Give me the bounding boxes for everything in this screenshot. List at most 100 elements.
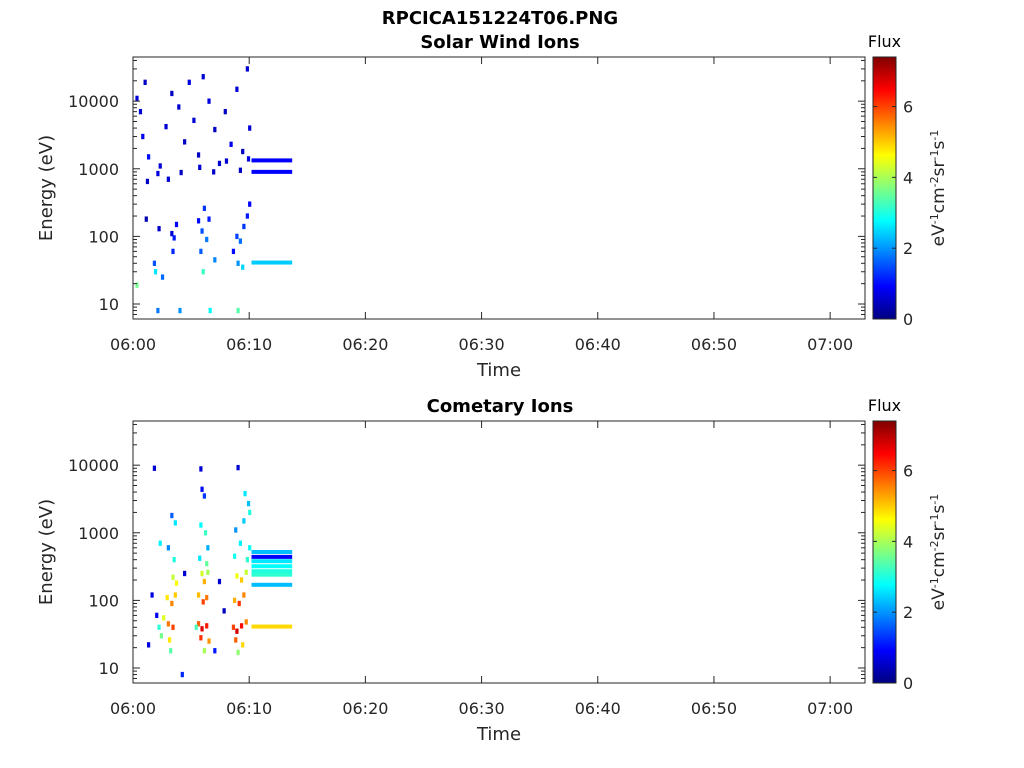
spectrogram-cell [152, 260, 157, 266]
x-axis-label: Time [476, 724, 521, 745]
spectrogram-cell [196, 152, 201, 158]
spectrogram-cell [155, 612, 159, 619]
spectrogram-cell [202, 648, 206, 654]
energy-band-line [251, 169, 293, 174]
spectrogram-cell [135, 95, 139, 102]
solar-wind-ions-panel: 06:00 06:10 06:20 06:30 06:40 06:50 07:00 10 100… [36, 32, 949, 381]
axes-frame [132, 420, 866, 684]
spectrogram-cell [199, 466, 203, 472]
x-tick-label: 06:20 [342, 335, 388, 354]
spectrogram-cell [245, 557, 249, 563]
spectrogram-cell [222, 608, 226, 614]
colorbar-tick-label: 4 [903, 532, 913, 551]
spectrogram-cell [157, 624, 161, 630]
energy-band-line [251, 572, 293, 577]
colorbar-tick-label: 6 [903, 98, 913, 117]
spectrogram-cell [162, 615, 166, 621]
spectrogram-cell [248, 545, 252, 551]
spectrogram-cell [158, 163, 162, 169]
colorbar-label: eV-1cm-2sr-1s-1 [928, 130, 950, 247]
spectrogram-cell [183, 139, 187, 145]
spectrogram-cell [171, 248, 175, 255]
spectrogram-cell [157, 226, 161, 232]
spectrogram-cell [238, 238, 242, 244]
y-tick-label: 10 [99, 295, 119, 314]
spectrogram-cell [234, 527, 238, 533]
spectrogram-cell [166, 176, 170, 182]
spectrogram-cell [248, 509, 252, 516]
spectrogram-cell [156, 170, 160, 177]
panel-title: Solar Wind Ions [420, 32, 579, 53]
energy-band-line [251, 559, 293, 564]
spectrogram-cell [213, 126, 217, 133]
x-tick-label: 06:30 [459, 699, 505, 718]
spectrogram-cell [200, 570, 204, 577]
colorbar-tick-label: 2 [903, 603, 913, 622]
spectrogram-cell [239, 623, 244, 629]
spectrogram-cell [200, 486, 204, 492]
colorbar-tick-label: 6 [903, 462, 913, 481]
colorbar [872, 420, 897, 684]
spectrogram-cell [198, 164, 202, 171]
spectrogram-cell [158, 540, 162, 546]
spectrogram-cell [224, 158, 229, 164]
spectrogram-cell [243, 490, 247, 497]
spectrogram-cell [213, 648, 217, 654]
y-tick-label: 10000 [68, 92, 119, 111]
spectrogram-cell [180, 671, 184, 678]
spectrogram-cell [159, 633, 163, 639]
spectrogram-cell [165, 594, 169, 601]
spectrogram-cell [238, 167, 242, 173]
spectrogram-cell [173, 592, 177, 598]
spectrogram-cell [208, 307, 212, 314]
spectrogram-cell [199, 635, 203, 641]
spectrogram-cell [160, 274, 165, 280]
spectrogram-cell [239, 577, 244, 583]
colorbar-title: Flux [868, 32, 901, 51]
spectrogram-cell [203, 530, 208, 536]
spectrogram-cell [166, 621, 170, 627]
spectrogram-cell [187, 79, 191, 85]
cometary-ions-panel: 06:00 06:10 06:20 06:30 06:40 06:50 07:00 10 100… [36, 396, 949, 745]
spectrogram-cell [238, 540, 242, 546]
spectrogram-cell [246, 156, 251, 162]
spectrogram-cell [245, 66, 249, 72]
spectrogram-cell [194, 624, 198, 630]
spectrogram-cell [196, 592, 201, 598]
spectrogram-cell [192, 117, 196, 124]
x-tick-label: 07:00 [807, 335, 853, 354]
colorbar-tick-label: 0 [903, 310, 913, 329]
colorbar-title: Flux [868, 396, 901, 415]
spectrogram-cell [213, 257, 217, 263]
spectrogram-cell [174, 580, 179, 586]
x-tick-label: 06:50 [691, 335, 737, 354]
spectrogram-cells [135, 66, 293, 314]
spectrogram-cell [202, 493, 206, 499]
energy-band-line [251, 569, 293, 574]
spectrogram-cell [200, 626, 204, 632]
spectrogram-cell [166, 545, 170, 551]
spectrogram-cell [170, 512, 174, 519]
spectrogram-cell [242, 518, 246, 524]
x-tick-label: 07:00 [807, 699, 853, 718]
spectrogram-cell [143, 79, 147, 85]
spectrogram-cell [145, 178, 150, 185]
x-tick-label: 06:30 [459, 335, 505, 354]
spectrogram-cell [147, 154, 151, 160]
colorbar-tick-label: 4 [903, 168, 913, 187]
spectrogram-cell [198, 555, 202, 561]
spectrogram-cell [248, 125, 252, 131]
spectrogram-cell [235, 86, 239, 92]
spectrogram-cell [138, 108, 143, 115]
spectrogram-cell [245, 213, 249, 219]
spectrogram-cell [207, 98, 211, 104]
spectrogram-cell [170, 600, 174, 607]
plot-area [133, 57, 865, 319]
spectrogram-cell [150, 592, 154, 598]
spectrogram-cell [217, 578, 222, 585]
spectrogram-cell [244, 619, 248, 625]
spectrogram-cell [170, 230, 174, 237]
spectrogram-cell [244, 569, 248, 575]
colorbar [872, 56, 897, 320]
